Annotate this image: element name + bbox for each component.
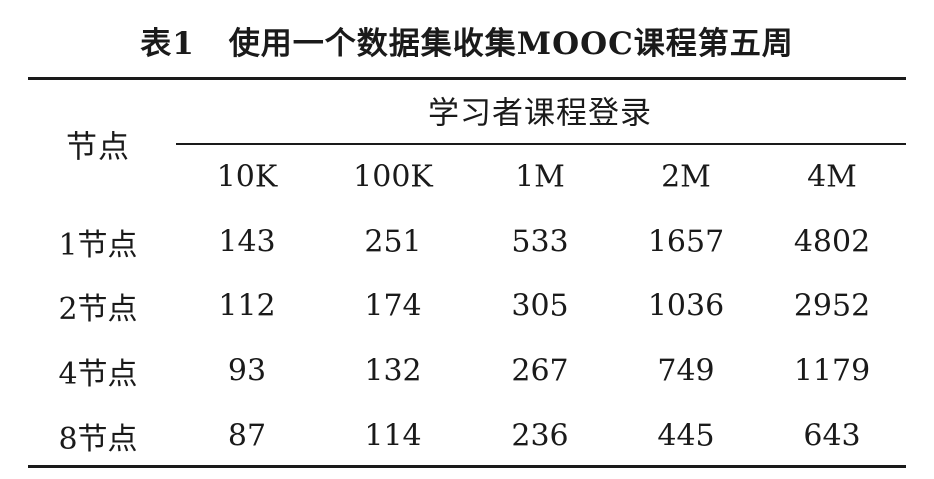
row-label: 1节点 xyxy=(58,228,138,263)
table-cell: 251 xyxy=(364,224,422,260)
row-label: 2节点 xyxy=(58,292,138,327)
column-header: 4M xyxy=(807,159,857,195)
table-cell: 112 xyxy=(218,288,276,324)
column-header: 10K xyxy=(216,159,278,195)
column-header: 100K xyxy=(353,159,433,195)
row-header-label: 节点 xyxy=(66,129,130,166)
row-label: 4节点 xyxy=(58,357,138,392)
table-title: 使用一个数据集收集MOOC课程第五周 xyxy=(228,26,794,62)
table-cell: 4802 xyxy=(793,224,871,260)
table-cell: 93 xyxy=(227,353,267,389)
column-header: 1M xyxy=(515,159,565,195)
table-cell: 445 xyxy=(657,418,715,454)
table-cell: 1657 xyxy=(647,224,725,260)
table-number: 表1 xyxy=(140,26,195,62)
table-cell: 114 xyxy=(364,418,422,454)
table-cell: 2952 xyxy=(793,288,871,324)
table-cell: 236 xyxy=(511,418,569,454)
table-cell: 132 xyxy=(364,353,422,389)
table-cell: 87 xyxy=(227,418,267,454)
row-label: 8节点 xyxy=(58,422,138,457)
table-cell: 305 xyxy=(511,288,569,324)
table-cell: 533 xyxy=(511,224,569,260)
table-cell: 643 xyxy=(803,418,861,454)
table-caption: 表1 使用一个数据集收集MOOC课程第五周 xyxy=(0,18,934,63)
table-cell: 267 xyxy=(511,353,569,389)
table-cell: 1179 xyxy=(793,353,871,389)
bottom-rule xyxy=(28,465,906,468)
table-cell: 749 xyxy=(657,353,715,389)
table-cell: 174 xyxy=(364,288,422,324)
column-header: 2M xyxy=(661,159,711,195)
column-group-header: 学习者课程登录 xyxy=(428,95,652,132)
top-rule xyxy=(28,77,906,80)
header-divider-rule xyxy=(176,143,906,145)
table-cell: 1036 xyxy=(647,288,725,324)
table-cell: 143 xyxy=(218,224,276,260)
